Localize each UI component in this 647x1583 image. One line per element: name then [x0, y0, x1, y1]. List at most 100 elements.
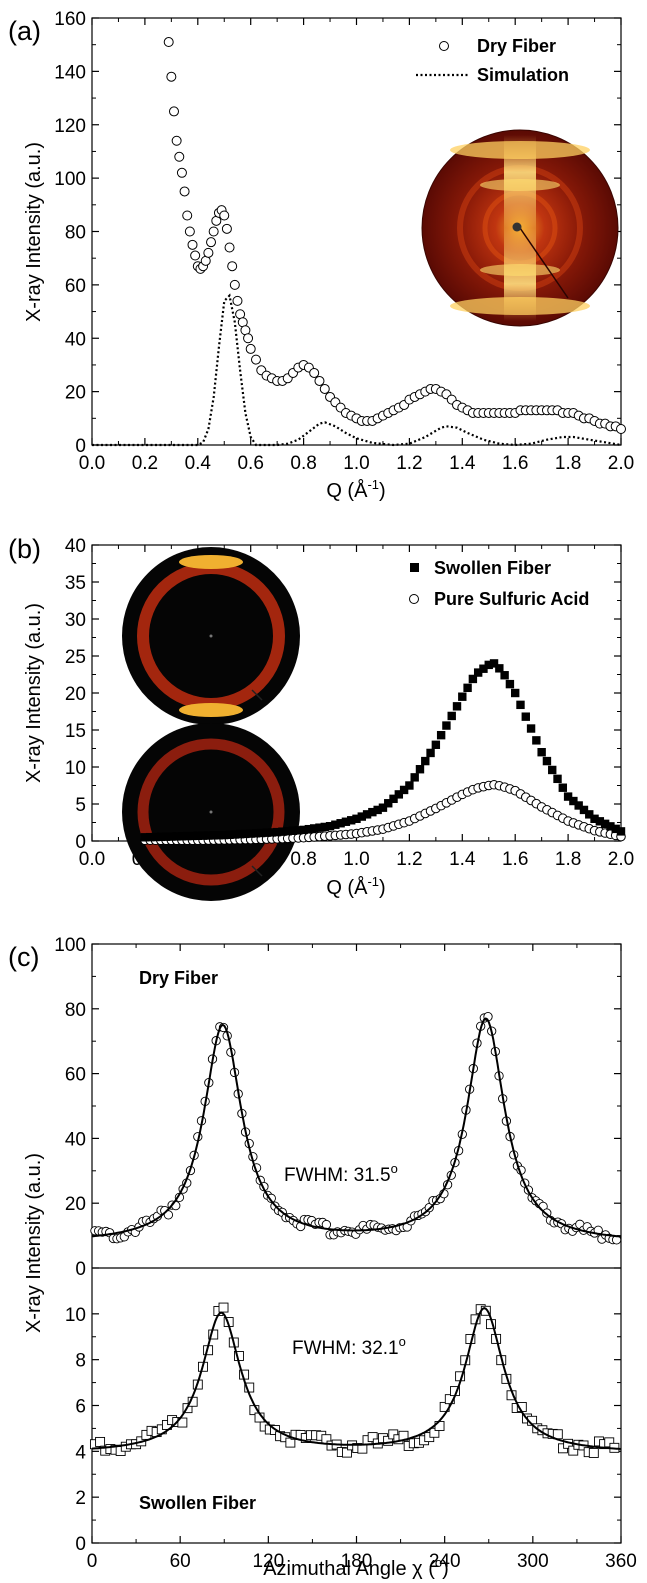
swollen-fiber-point: [410, 773, 419, 782]
dry-fiber-point: [182, 210, 193, 221]
swollen-fiber-point: [436, 730, 446, 740]
panel-b-x-tick-label: 1.0: [343, 849, 369, 870]
panel-c-frame: [91, 943, 622, 1544]
panel-a-inset-diffraction: [421, 129, 619, 327]
swollen-fiber-point: [532, 736, 541, 745]
dry-fiber-point: [206, 237, 217, 248]
swollen-fiber-point: [579, 805, 589, 815]
swollen-fiber-point: [574, 801, 583, 810]
swollen-fiber-point: [505, 679, 515, 689]
panel-b-x-tick-label: 0.0: [79, 849, 105, 870]
dry-fiber-point: [174, 151, 185, 162]
panel-c-x-tick-label: 180: [341, 1551, 373, 1572]
swollen-fiber-point: [442, 721, 451, 730]
panel-b-x-tick-label: 0.8: [290, 849, 316, 870]
panel-a-x-tick-label: 2.0: [608, 453, 634, 474]
panel-c-swollen-fiber-fit: [91, 1307, 622, 1450]
swollen-fiber-fit-line: [91, 1307, 622, 1450]
panel-c-swollen-fiber-data: [89, 1302, 620, 1458]
swollen-fiber-point: [336, 819, 345, 828]
swollen-fiber-azimuthal-point: [604, 1437, 615, 1448]
swollen-fiber-point: [177, 832, 187, 841]
legend-label-pure-sulfuric-acid: Pure Sulfuric Acid: [434, 589, 589, 609]
swollen-fiber-azimuthal-point: [429, 1427, 440, 1438]
panel-b-swollen-fiber-series: [140, 659, 626, 842]
panel-a-x-ticks: 0.0 0.2 0.4 0.6 0.8 1.0 1.2 1.4 1.6 1.8 2.0: [79, 18, 634, 474]
panel-c-x-ticks: 0 60 120 180 240 300 360: [87, 944, 637, 1572]
swollen-fiber-point: [585, 810, 594, 819]
dry-fiber-point: [184, 226, 195, 237]
swollen-fiber-point: [489, 659, 499, 668]
panel-a-x-tick-label: 0.2: [132, 453, 158, 474]
dry-fiber-point: [168, 106, 179, 117]
swollen-fiber-point: [548, 765, 557, 775]
dry-fiber-point: [314, 375, 325, 386]
panel-b-y-tick-label: 0: [75, 832, 86, 853]
dry-fiber-point: [319, 383, 330, 394]
swollen-fiber-point: [500, 671, 509, 680]
swollen-fiber-point: [553, 774, 562, 784]
panel-c-bottom-y-ticks: 0 2 4 6 8 10: [65, 1305, 621, 1555]
swollen-fiber-point: [421, 756, 430, 766]
swollen-fiber-point: [251, 829, 261, 838]
swollen-fiber-point: [294, 826, 303, 835]
panel-c-dry-fiber-fit: [91, 1017, 622, 1238]
swollen-fiber-point: [484, 660, 493, 670]
panel-b-x-tick-label: 1.6: [502, 849, 528, 870]
swollen-fiber-azimuthal-point: [218, 1302, 229, 1313]
panel-b-x-axis-label: Q (Å-1): [326, 874, 385, 899]
panel-b-y-tick-label: 40: [65, 536, 86, 557]
swollen-fiber-point: [352, 814, 361, 823]
swollen-fiber-point: [611, 824, 620, 834]
panel-b-y-tick-label: 5: [75, 795, 86, 816]
dry-fiber-point: [179, 186, 190, 197]
dry-fiber-point: [224, 242, 235, 253]
panel-c-label: (c): [8, 942, 39, 972]
swollen-fiber-point: [167, 832, 176, 841]
panel-c-bottom-y-tick-label: 4: [75, 1442, 86, 1463]
swollen-fiber-point: [304, 824, 314, 834]
swollen-fiber-point: [309, 824, 319, 833]
panel-b-y-tick-label: 25: [65, 647, 86, 668]
swollen-fiber-point: [368, 807, 377, 817]
panel-b-y-tick-label: 15: [65, 721, 86, 742]
swollen-fiber-point: [198, 831, 208, 840]
dry-fiber-point: [187, 239, 198, 250]
swollen-fiber-point: [516, 700, 525, 710]
swollen-fiber-azimuthal-point: [568, 1445, 579, 1456]
swollen-fiber-azimuthal-point: [367, 1432, 378, 1443]
panel-c-bottom-y-tick-label: 0: [75, 1534, 86, 1555]
panel-b-y-tick-label: 30: [65, 610, 86, 631]
dry-fiber-point: [221, 223, 232, 234]
panel-a-x-tick-label: 0.4: [185, 453, 212, 474]
swollen-fiber-point: [600, 819, 610, 829]
swollen-fiber-point: [262, 828, 271, 837]
panel-c-bottom-y-tick-label: 8: [75, 1351, 86, 1372]
swollen-fiber-point: [362, 810, 372, 819]
swollen-fiber-point: [278, 827, 287, 836]
panel-c-top-y-tick-label: 20: [65, 1194, 86, 1215]
dry-fiber-point: [171, 135, 182, 146]
swollen-fiber-point: [214, 831, 224, 840]
legend-label-dry-fiber: Dry Fiber: [477, 36, 556, 56]
dry-fiber-point: [176, 167, 187, 178]
swollen-fiber-point: [378, 803, 388, 812]
panel-a-x-tick-label: 1.0: [343, 453, 369, 474]
panel-b-y-tick-label: 20: [65, 684, 86, 705]
swollen-fiber-point: [463, 683, 472, 693]
panel-a-y-tick-label: 40: [65, 329, 86, 350]
swollen-fiber-point: [616, 827, 626, 836]
swollen-fiber-azimuthal-point: [588, 1447, 599, 1458]
swollen-fiber-point: [230, 830, 240, 839]
swollen-fiber-point: [209, 831, 218, 840]
swollen-fiber-point: [283, 827, 292, 836]
swollen-fiber-point: [384, 799, 393, 808]
dry-fiber-point: [208, 226, 219, 237]
swollen-fiber-point: [161, 832, 171, 841]
swollen-fiber-point: [220, 830, 229, 840]
swollen-fiber-point: [399, 785, 409, 795]
panel-a-y-tick-label: 20: [65, 383, 86, 404]
swollen-fiber-point: [204, 831, 213, 840]
swollen-fiber-point: [563, 792, 573, 801]
